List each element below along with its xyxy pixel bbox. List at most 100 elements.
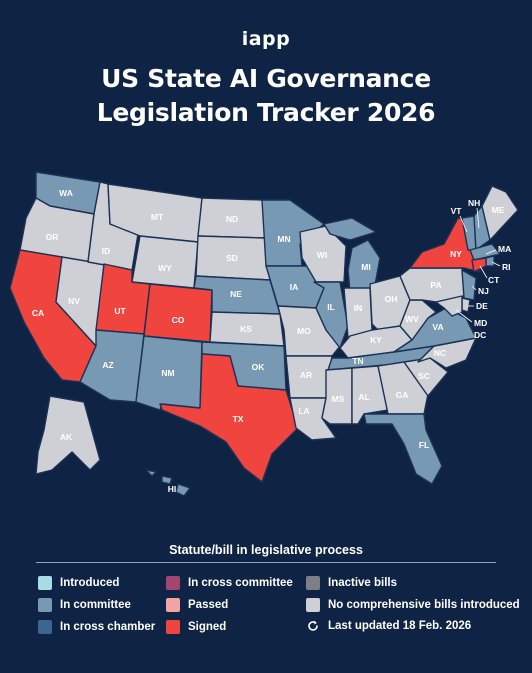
label-or: OR	[46, 232, 59, 242]
legend-item-in-committee: In committee	[38, 598, 131, 612]
label-mo: MO	[297, 326, 311, 336]
state-ak[interactable]	[35, 395, 101, 475]
swatch-in-committee	[38, 598, 52, 612]
refresh-icon	[308, 620, 318, 631]
label-ms: MS	[332, 394, 345, 404]
label-nd: ND	[226, 214, 238, 224]
legend-label-signed: Signed	[188, 621, 227, 633]
label-fl: FL	[419, 440, 429, 450]
label-mn: MN	[277, 234, 290, 244]
label-in: IN	[354, 303, 363, 313]
state-md[interactable]	[435, 295, 463, 317]
label-mt: MT	[151, 212, 164, 222]
swatch-introduced	[38, 576, 52, 590]
leader-ri	[491, 261, 501, 267]
legend-item-introduced: Introduced	[38, 576, 119, 590]
state-nj[interactable]	[461, 269, 477, 301]
state-il[interactable]	[313, 281, 349, 349]
leader-md	[455, 309, 473, 323]
legend-title: Statute/bill in legislative process	[169, 543, 363, 557]
label-wv: WV	[405, 314, 419, 324]
label-nj: NJ	[478, 286, 489, 296]
label-ca: CA	[32, 308, 44, 318]
label-la: LA	[298, 406, 309, 416]
label-tx: TX	[233, 414, 244, 424]
leader-vt	[459, 215, 468, 233]
state-ma[interactable]	[469, 243, 501, 261]
label-wa: WA	[59, 188, 73, 198]
state-ri[interactable]	[485, 255, 495, 267]
label-wy: WY	[158, 263, 172, 273]
swatch-in-cross-chamber	[38, 620, 52, 634]
label-ne: NE	[230, 289, 242, 299]
label-ut: UT	[114, 306, 126, 316]
page-title-line1: US State AI Governance	[101, 64, 431, 93]
legend-label-inactive: Inactive bills	[328, 577, 398, 589]
legend-item-inactive: Inactive bills	[306, 576, 397, 590]
state-wy[interactable]	[131, 235, 199, 289]
leader-ma	[485, 249, 497, 255]
label-sd: SD	[226, 253, 238, 263]
label-ct: CT	[488, 275, 500, 285]
label-ga: GA	[396, 390, 409, 400]
state-ct[interactable]	[471, 257, 487, 273]
state-hi[interactable]	[145, 469, 191, 497]
last-updated-text: Last updated 18 Feb. 2026	[328, 620, 472, 632]
iapp-logo: iapp	[241, 28, 291, 50]
label-ny: NY	[450, 249, 462, 259]
label-id: ID	[102, 246, 111, 256]
label-oh: OH	[385, 294, 398, 304]
state-fl[interactable]	[363, 413, 443, 485]
swatch-none	[306, 598, 320, 612]
label-sc: SC	[418, 371, 430, 381]
legend-label-in-committee: In committee	[60, 599, 131, 611]
state-mi-upper[interactable]	[323, 217, 377, 241]
label-me: ME	[492, 205, 505, 215]
state-tx[interactable]	[159, 353, 299, 483]
label-ks: KS	[240, 324, 252, 334]
swatch-inactive	[306, 576, 320, 590]
label-al: AL	[358, 392, 369, 402]
label-ri: RI	[502, 262, 511, 272]
label-nh: NH	[468, 198, 480, 208]
label-dc: DC	[474, 330, 486, 340]
label-pa: PA	[430, 280, 441, 290]
label-ok: OK	[252, 362, 266, 372]
swatch-signed	[166, 620, 180, 634]
label-wi: WI	[317, 250, 327, 260]
legend-label-introduced: Introduced	[60, 577, 120, 589]
legend-label-none: No comprehensive bills introduced	[328, 599, 520, 611]
label-az: AZ	[102, 360, 113, 370]
label-vt: VT	[451, 206, 463, 216]
label-ak: AK	[60, 432, 73, 442]
swatch-in-cross-committee	[166, 576, 180, 590]
legend-item-in-cross-committee: In cross committee	[166, 576, 293, 590]
label-ky: KY	[370, 335, 382, 345]
state-co[interactable]	[143, 283, 213, 343]
label-de: DE	[476, 301, 488, 311]
last-updated: Last updated 18 Feb. 2026	[307, 620, 471, 632]
label-hi: HI	[168, 484, 177, 494]
legend-label-passed: Passed	[188, 599, 229, 611]
legend-item-signed: Signed	[166, 620, 226, 634]
legend-item-passed: Passed	[166, 598, 228, 612]
label-il: IL	[327, 302, 335, 312]
leader-nj	[471, 285, 477, 291]
legend-label-in-cross-chamber: In cross chamber	[60, 621, 156, 633]
state-de[interactable]	[461, 297, 471, 313]
state-me[interactable]	[481, 185, 519, 241]
state-az[interactable]	[79, 329, 145, 403]
label-co: CO	[172, 315, 185, 325]
legend-label-in-cross-committee: In cross committee	[188, 577, 293, 589]
legend-item-none: No comprehensive bills introduced	[306, 598, 520, 612]
label-md: MD	[474, 318, 487, 328]
label-ar: AR	[300, 370, 312, 380]
label-nc: NC	[434, 348, 446, 358]
state-ga[interactable]	[377, 361, 429, 415]
label-nv: NV	[68, 296, 80, 306]
page-title-line2: Legislation Tracker 2026	[96, 98, 436, 127]
leader-ct	[479, 265, 488, 279]
label-nm: NM	[161, 368, 174, 378]
